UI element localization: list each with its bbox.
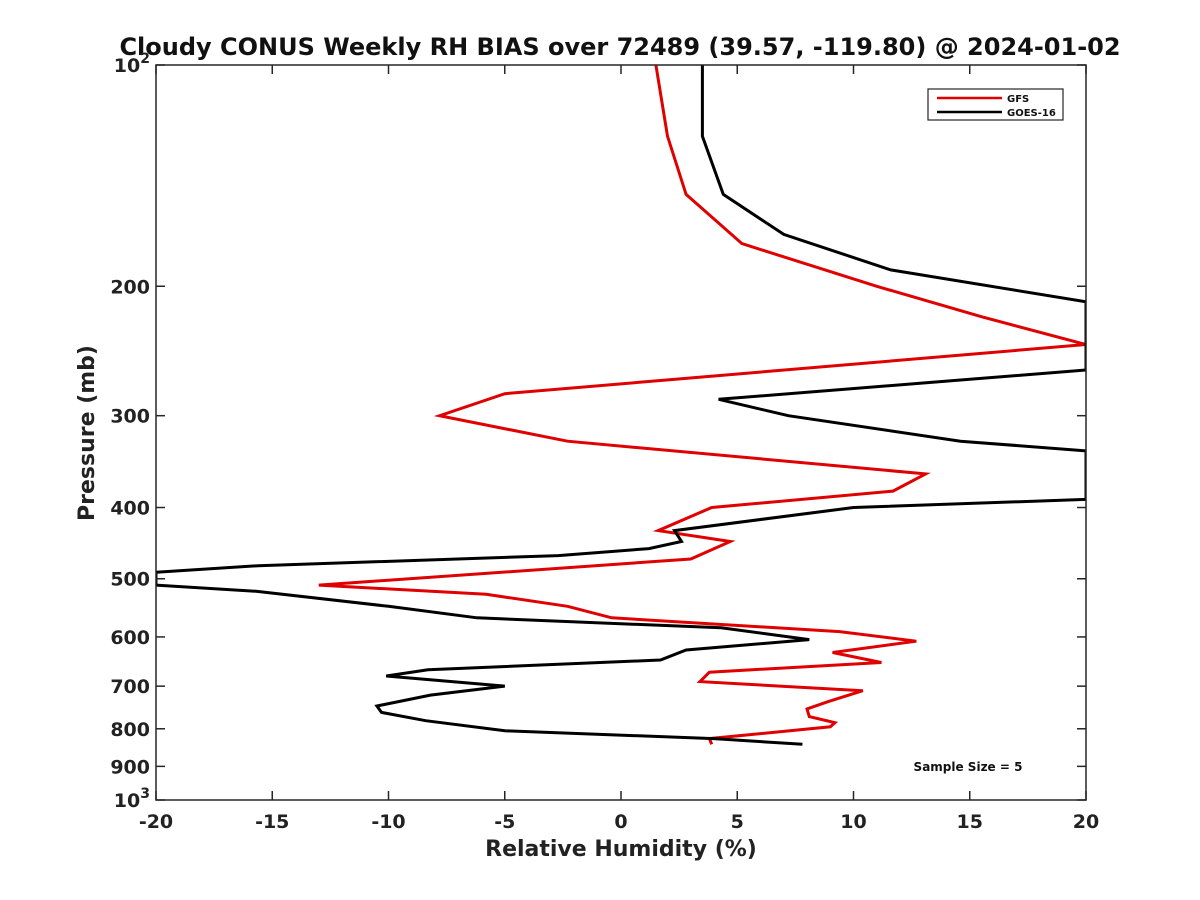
x-tick-label: -10 — [371, 811, 405, 833]
series-line-goes-16 — [156, 65, 1086, 746]
y-tick-label: 102 — [114, 51, 150, 77]
series-line-gfs — [318, 65, 1086, 745]
y-axis: 102 200 300 400 500 600 700 800 900 103 — [110, 51, 1086, 812]
x-tick-label: 20 — [1073, 811, 1099, 833]
chart-title: Cloudy CONUS Weekly RH BIAS over 72489 (… — [119, 33, 1120, 61]
x-tick-label: -15 — [255, 811, 289, 833]
y-tick-label: 600 — [110, 627, 150, 649]
plot-frame — [155, 64, 1087, 801]
y-tick-label: 200 — [110, 276, 150, 298]
x-tick-label: 0 — [614, 811, 627, 833]
x-tick-label: 10 — [840, 811, 866, 833]
x-tick-label: -20 — [139, 811, 173, 833]
legend-label-goes-16: GOES-16 — [1007, 108, 1056, 119]
legend: GFS GOES-16 — [927, 88, 1064, 121]
x-tick-label: 15 — [957, 811, 983, 833]
plot-lines — [156, 65, 1086, 746]
x-axis: -20 -15 -10 -5 0 5 10 15 20 — [139, 65, 1099, 833]
y-tick-label: 800 — [110, 719, 150, 741]
sample-size-annotation: Sample Size = 5 — [914, 760, 1023, 774]
y-tick-label: 700 — [110, 676, 150, 698]
legend-label-gfs: GFS — [1007, 94, 1029, 105]
legend-box — [927, 88, 1064, 121]
y-tick-label: 500 — [110, 569, 150, 591]
x-tick-label: 5 — [731, 811, 744, 833]
y-axis-label: Pressure (mb) — [75, 345, 100, 521]
y-tick-label: 300 — [110, 406, 150, 428]
y-tick-label: 400 — [110, 498, 150, 520]
y-tick-label: 103 — [114, 786, 150, 812]
x-axis-label: Relative Humidity (%) — [485, 837, 757, 862]
x-tick-label: -5 — [494, 811, 515, 833]
y-tick-label: 900 — [110, 756, 150, 778]
